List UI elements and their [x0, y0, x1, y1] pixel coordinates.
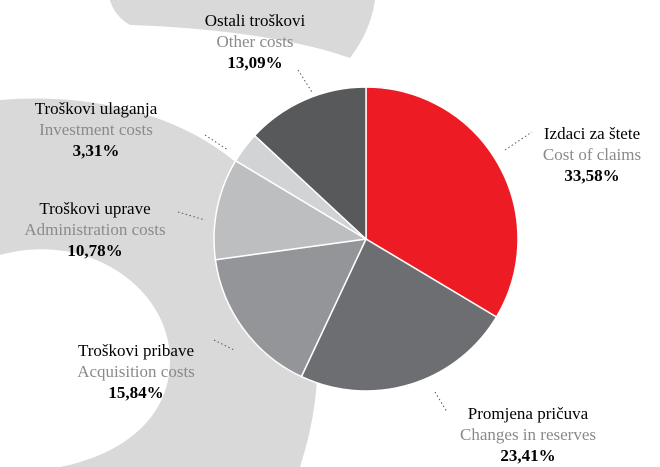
category-label-en: Investment costs	[39, 120, 153, 139]
leaders	[177, 69, 533, 413]
category-label: Promjena pričuva	[468, 404, 589, 423]
background-shape	[110, 0, 375, 58]
pie-slice	[253, 86, 367, 241]
pie-slice	[365, 86, 519, 319]
value-label: 23,41%	[500, 446, 555, 465]
category-label: Ostali troškovi	[205, 11, 306, 30]
category-label: Izdaci za štete	[544, 124, 640, 143]
category-label-en: Changes in reserves	[460, 425, 596, 444]
category-label-en: Acquisition costs	[77, 362, 195, 381]
category-label-en: Cost of claims	[543, 145, 641, 164]
value-label: 3,31%	[73, 141, 120, 160]
category-label: Troškovi ulaganja	[35, 99, 158, 118]
value-label: 13,09%	[227, 53, 282, 72]
value-label: 15,84%	[108, 383, 163, 402]
pie-slice	[300, 237, 498, 392]
pie-slice	[213, 159, 369, 261]
category-label: Troškovi uprave	[39, 199, 150, 218]
value-label: 10,78%	[67, 241, 122, 260]
pie-slice	[214, 238, 368, 378]
category-label-en: Administration costs	[24, 220, 165, 239]
category-label-en: Other costs	[217, 32, 294, 51]
category-label: Troškovi pribave	[78, 341, 194, 360]
value-label: 33,58%	[564, 166, 619, 185]
